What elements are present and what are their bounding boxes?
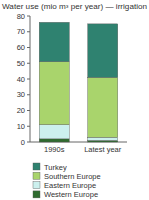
- legend-label: Turkey: [44, 163, 67, 172]
- y-tick-label: 40: [17, 75, 25, 84]
- x-tick-label: Latest year: [84, 145, 122, 154]
- y-tick: [27, 79, 30, 80]
- legend-label: Eastern Europe: [44, 181, 96, 190]
- y-tick: [27, 63, 30, 64]
- y-tick: [27, 142, 30, 143]
- title: Water use (mio m³ per year) — irrigation: [2, 3, 147, 11]
- y-tick-label: 30: [17, 90, 25, 99]
- y-tick-label: 70: [17, 27, 25, 36]
- y-tick: [27, 47, 30, 48]
- x-tick-label: 1990s: [44, 145, 65, 154]
- y-tick-label: 50: [17, 59, 25, 68]
- bar-segment: [88, 140, 118, 142]
- bar-segment: [39, 125, 69, 139]
- bar-segment: [88, 137, 118, 140]
- y-tick: [27, 110, 30, 111]
- bar-segment: [39, 22, 69, 61]
- bar-segment: [39, 62, 69, 125]
- y-tick: [27, 31, 30, 32]
- y-tick-label: 20: [17, 106, 25, 115]
- y-tick-label: 80: [17, 12, 25, 21]
- legend-label: Western Europe: [44, 190, 98, 199]
- y-tick: [27, 16, 30, 17]
- legend-label: Southern Europe: [44, 172, 101, 181]
- y-tick-label: 10: [17, 122, 25, 131]
- legend-swatch: [33, 163, 40, 170]
- bar-segment: [88, 77, 118, 137]
- y-tick: [27, 94, 30, 95]
- bar-segment: [88, 24, 118, 78]
- y-tick: [27, 126, 30, 127]
- y-tick-label: 60: [17, 43, 25, 52]
- legend-swatch: [33, 191, 40, 198]
- bar-segment: [39, 139, 69, 142]
- chart: Water use (mio m³ per year) — irrigation…: [0, 0, 149, 200]
- legend-swatch: [33, 182, 40, 189]
- y-tick-label: 0: [21, 138, 25, 147]
- legend-swatch: [33, 172, 40, 179]
